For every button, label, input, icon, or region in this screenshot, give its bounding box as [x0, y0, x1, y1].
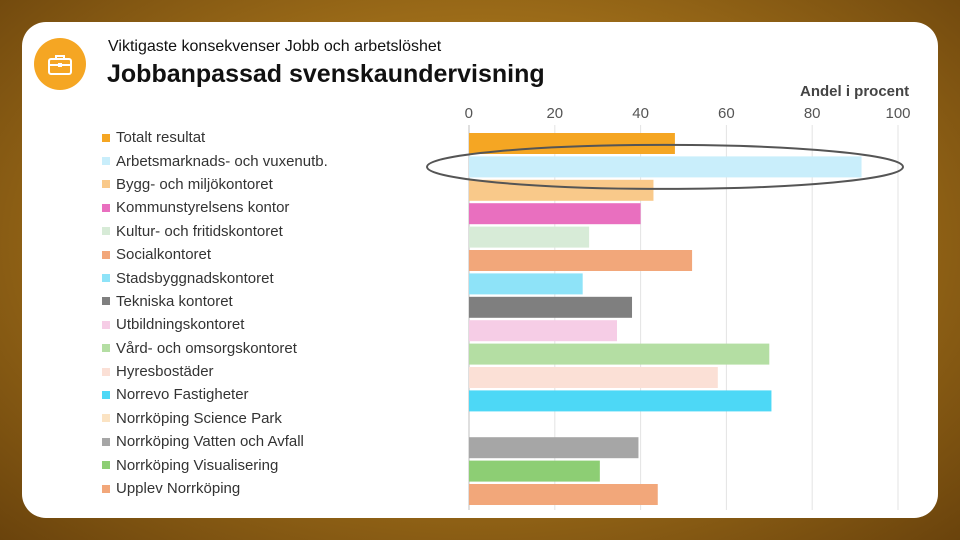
- x-tick-label: 40: [632, 105, 649, 122]
- bar: [469, 367, 718, 388]
- legend-item: Totalt resultat: [102, 126, 328, 149]
- legend-item: Norrköping Science Park: [102, 407, 328, 430]
- legend-item: Utbildningskontoret: [102, 313, 328, 336]
- legend-swatch: [102, 437, 110, 446]
- legend-swatch: [102, 320, 110, 329]
- legend-swatch: [102, 390, 110, 399]
- legend-label: Tekniska kontoret: [116, 292, 233, 310]
- legend-swatch: [102, 180, 110, 189]
- bar: [469, 437, 639, 459]
- legend-label: Norrköping Vatten och Avfall: [116, 433, 304, 451]
- legend-item: Tekniska kontoret: [102, 290, 328, 313]
- legend-item: Kultur- och fritidskontoret: [102, 220, 328, 243]
- bar: [469, 203, 641, 225]
- legend-item: Norrevo Fastigheter: [102, 383, 328, 406]
- x-tick-label: 20: [546, 105, 563, 122]
- bar: [469, 390, 772, 412]
- bar: [469, 460, 600, 482]
- legend-swatch: [102, 227, 110, 236]
- legend-label: Norrevo Fastigheter: [116, 386, 249, 404]
- bar: [469, 250, 693, 271]
- legend-swatch: [102, 157, 110, 166]
- bar: [469, 179, 654, 201]
- legend-item: Norrköping Visualisering: [102, 453, 328, 476]
- x-tick-label: 60: [718, 105, 735, 122]
- x-tick-label: 80: [804, 105, 821, 122]
- legend-label: Kommunstyrelsens kontor: [116, 199, 290, 217]
- legend-swatch: [102, 274, 110, 283]
- legend-item: Arbetsmarknads- och vuxenutb.: [102, 149, 328, 172]
- legend-label: Hyresbostäder: [116, 363, 214, 381]
- bar: [469, 296, 633, 318]
- legend-item: Kommunstyrelsens kontor: [102, 196, 328, 219]
- bar: [469, 226, 590, 248]
- legend-swatch: [102, 250, 110, 259]
- legend-label: Upplev Norrköping: [116, 480, 241, 498]
- legend-swatch: [102, 484, 110, 493]
- header-badge: [34, 38, 86, 90]
- legend-label: Stadsbyggnadskontoret: [116, 269, 274, 287]
- legend-item: Bygg- och miljökontoret: [102, 173, 328, 196]
- legend-label: Norrköping Visualisering: [116, 456, 279, 474]
- legend-item: Hyresbostäder: [102, 360, 328, 383]
- legend-swatch: [102, 297, 110, 306]
- legend-swatch: [102, 414, 110, 423]
- legend-swatch: [102, 203, 110, 212]
- legend-label: Kultur- och fritidskontoret: [116, 222, 283, 240]
- legend-swatch: [102, 344, 110, 353]
- legend-item: Stadsbyggnadskontoret: [102, 266, 328, 289]
- legend-label: Arbetsmarknads- och vuxenutb.: [116, 152, 328, 170]
- legend-label: Utbildningskontoret: [116, 316, 245, 334]
- bar: [469, 320, 618, 342]
- legend-item: Socialkontoret: [102, 243, 328, 266]
- legend-label: Totalt resultat: [116, 129, 206, 147]
- legend-item: Upplev Norrköping: [102, 477, 328, 500]
- legend-label: Vård- och omsorgskontoret: [116, 339, 297, 357]
- highlight-ellipse: [426, 143, 904, 190]
- x-axis-title: Andel i procent: [800, 83, 910, 100]
- bar: [469, 484, 658, 505]
- page-title: Jobbanpassad svenskaundervisning: [107, 60, 545, 88]
- legend-label: Bygg- och miljökontoret: [116, 175, 273, 193]
- chart-legend: Totalt resultat Arbetsmarknads- och vuxen…: [102, 126, 328, 500]
- legend-swatch: [102, 367, 110, 376]
- legend-swatch: [102, 133, 110, 142]
- legend-item: Vård- och omsorgskontoret: [102, 337, 328, 360]
- legend-label: Socialkontoret: [116, 246, 212, 264]
- bar: [469, 156, 862, 178]
- legend-item: Norrköping Vatten och Avfall: [102, 430, 328, 453]
- page-subtitle: Viktigaste konsekvenser Jobb och arbetsl…: [108, 38, 442, 55]
- briefcase-icon: [48, 55, 72, 75]
- x-tick-label: 100: [885, 105, 910, 122]
- legend-swatch: [102, 461, 110, 470]
- x-tick-label: 0: [465, 105, 473, 122]
- bar: [469, 273, 583, 295]
- bar: [469, 343, 770, 365]
- legend-label: Norrköping Science Park: [116, 409, 282, 427]
